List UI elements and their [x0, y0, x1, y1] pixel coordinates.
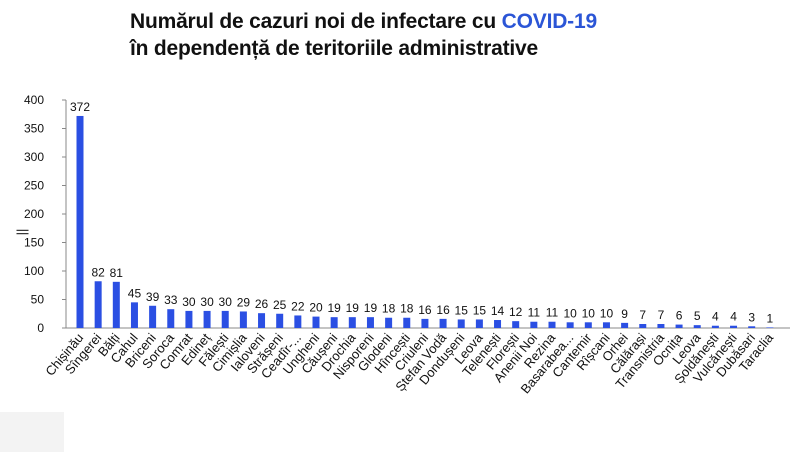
bar [130, 302, 138, 328]
bar [494, 320, 502, 328]
data-label: 4 [712, 310, 719, 324]
corner-patch [0, 412, 64, 452]
bar [730, 325, 738, 328]
data-label: 1 [767, 311, 774, 325]
data-label: 11 [546, 306, 559, 320]
bar [566, 322, 574, 328]
data-label: 7 [658, 308, 665, 322]
data-label: 82 [91, 265, 105, 279]
data-label: 3 [748, 310, 755, 324]
bar [294, 315, 302, 328]
y-tick-label: 300 [24, 150, 44, 164]
bar [276, 313, 284, 328]
data-label: 26 [255, 297, 269, 311]
y-axis-label: || [14, 229, 29, 236]
chart-title-highlight: COVID-19 [501, 10, 597, 33]
bar [185, 310, 193, 328]
data-label: 11 [528, 306, 541, 320]
bar [548, 321, 556, 328]
bar [530, 321, 538, 328]
bar [167, 309, 175, 328]
bar [675, 324, 683, 328]
bar [639, 324, 647, 328]
bar [693, 325, 701, 328]
bar [421, 318, 429, 328]
y-tick-label: 200 [24, 207, 44, 221]
data-label: 25 [273, 298, 287, 312]
bar [112, 281, 120, 328]
data-label: 16 [436, 303, 450, 317]
y-tick-label: 400 [24, 93, 44, 107]
bar [348, 317, 356, 328]
data-label: 15 [455, 303, 469, 317]
data-label: 30 [219, 295, 233, 309]
data-label: 16 [418, 303, 432, 317]
bar [239, 311, 247, 328]
data-label: 81 [110, 266, 124, 280]
bar [711, 325, 719, 328]
bar [330, 317, 338, 328]
data-label: 5 [694, 309, 701, 323]
bar [366, 317, 374, 328]
data-label: 45 [128, 286, 142, 300]
data-label: 372 [70, 100, 90, 114]
bar [221, 310, 229, 328]
bar [657, 324, 665, 328]
data-label: 19 [327, 301, 341, 315]
bar [203, 310, 211, 328]
bar [766, 327, 774, 328]
chart-title-text: Numărul de cazuri noi de infectare cu [130, 10, 502, 33]
y-tick-label: 0 [37, 321, 44, 335]
bar [439, 318, 447, 328]
bar [149, 305, 157, 328]
data-label: 33 [164, 293, 178, 307]
bar [475, 319, 483, 328]
y-tick-label: 350 [24, 122, 44, 136]
data-label: 10 [582, 306, 596, 320]
bar [94, 281, 102, 328]
data-label: 6 [676, 309, 683, 323]
data-label: 20 [309, 301, 323, 315]
data-label: 14 [491, 304, 505, 318]
data-label: 19 [346, 301, 360, 315]
chart-title-line-2: în dependență de teritoriile administrat… [130, 37, 538, 60]
bar [385, 317, 393, 328]
data-label: 18 [382, 302, 396, 316]
data-label: 30 [200, 295, 214, 309]
data-label: 39 [146, 290, 160, 304]
data-label: 4 [730, 310, 737, 324]
y-tick-label: 100 [24, 264, 44, 278]
data-label: 10 [563, 306, 577, 320]
y-tick-label: 50 [31, 293, 45, 307]
data-label: 18 [400, 302, 414, 316]
data-label: 29 [237, 295, 251, 309]
data-label: 7 [639, 308, 646, 322]
bar [457, 319, 465, 328]
bar [602, 322, 610, 328]
bar [748, 326, 756, 328]
data-label: 10 [600, 306, 614, 320]
bar [403, 317, 411, 328]
bar [512, 321, 520, 328]
data-label: 19 [364, 301, 378, 315]
data-label: 15 [473, 303, 487, 317]
bar [621, 322, 629, 328]
data-label: 9 [621, 307, 628, 321]
chart-title-line-1: Numărul de cazuri noi de infectare cu CO… [130, 10, 597, 34]
bar [312, 316, 320, 328]
data-label: 30 [182, 295, 196, 309]
bar [584, 322, 592, 328]
y-tick-label: 150 [24, 236, 44, 250]
data-label: 22 [291, 299, 305, 313]
bar [258, 313, 266, 328]
y-tick-label: 250 [24, 179, 44, 193]
bar [76, 115, 84, 329]
data-label: 12 [509, 305, 523, 319]
